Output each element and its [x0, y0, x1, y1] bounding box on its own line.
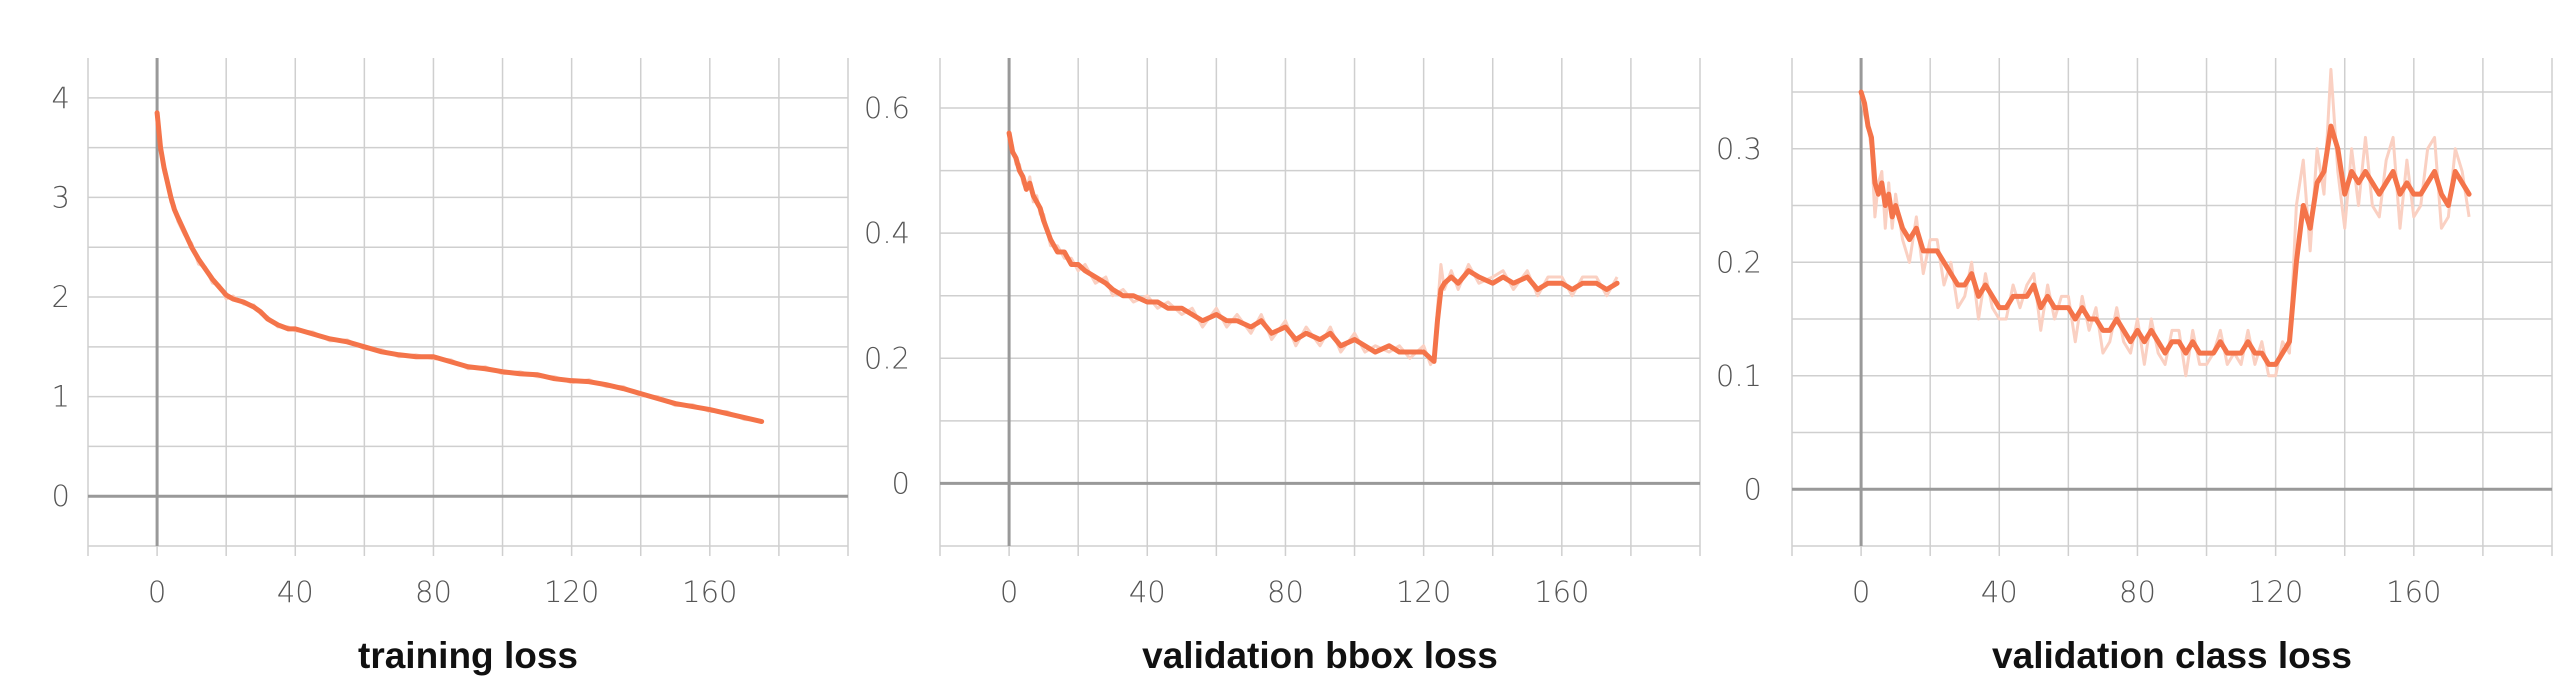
- y-tick-label: 0: [52, 479, 70, 513]
- x-tick-label: 80: [415, 575, 452, 609]
- chart-title: validation bbox loss: [1142, 635, 1498, 676]
- x-tick-label: 80: [2119, 575, 2156, 609]
- y-tick-label: 0.1: [1716, 359, 1762, 393]
- chart-2: 0 0.2 0.4 0.6 0 40 80 120 160 validation bbox los…: [864, 58, 1701, 676]
- smoothed-series-line: [1858, 89, 2472, 367]
- x-tick-label: 40: [1129, 575, 1166, 609]
- smoothed-series-line: [154, 110, 765, 425]
- y-tick-label: 0: [892, 466, 910, 500]
- raw-series-line: [1859, 67, 2471, 378]
- x-tick-label: 40: [1981, 575, 2018, 609]
- y-tick-label: 2: [52, 280, 70, 314]
- x-tick-label: 120: [1396, 575, 1451, 609]
- x-tick-label: 0: [1000, 575, 1018, 609]
- y-tick-label: 1: [52, 380, 70, 414]
- x-tick-label: 120: [544, 575, 599, 609]
- y-tick-label: 0.4: [864, 216, 910, 250]
- smoothed-series-line: [1006, 130, 1620, 364]
- raw-series-line: [1007, 132, 1619, 367]
- chart-3: 0 0.1 0.2 0.3 0 40 80 120 160 validation class lo…: [1716, 58, 2553, 676]
- y-tick-label: 0.2: [864, 341, 910, 375]
- chart-title: validation class loss: [1992, 635, 2352, 676]
- y-tick-label: 0.2: [1716, 245, 1762, 279]
- x-tick-label: 160: [2386, 575, 2441, 609]
- x-tick-label: 0: [148, 575, 166, 609]
- x-tick-label: 160: [1534, 575, 1589, 609]
- x-tick-label: 160: [682, 575, 737, 609]
- y-tick-label: 0.6: [864, 91, 910, 125]
- x-tick-label: 40: [277, 575, 314, 609]
- y-tick-label: 3: [52, 180, 70, 214]
- x-tick-label: 80: [1267, 575, 1304, 609]
- x-tick-label: 120: [2248, 575, 2303, 609]
- y-tick-label: 4: [52, 81, 70, 115]
- y-tick-label: 0.3: [1716, 132, 1762, 166]
- x-tick-label: 0: [1852, 575, 1870, 609]
- y-tick-label: 0: [1744, 472, 1762, 506]
- chart-title: training loss: [358, 635, 578, 676]
- raw-series-line: [155, 119, 762, 423]
